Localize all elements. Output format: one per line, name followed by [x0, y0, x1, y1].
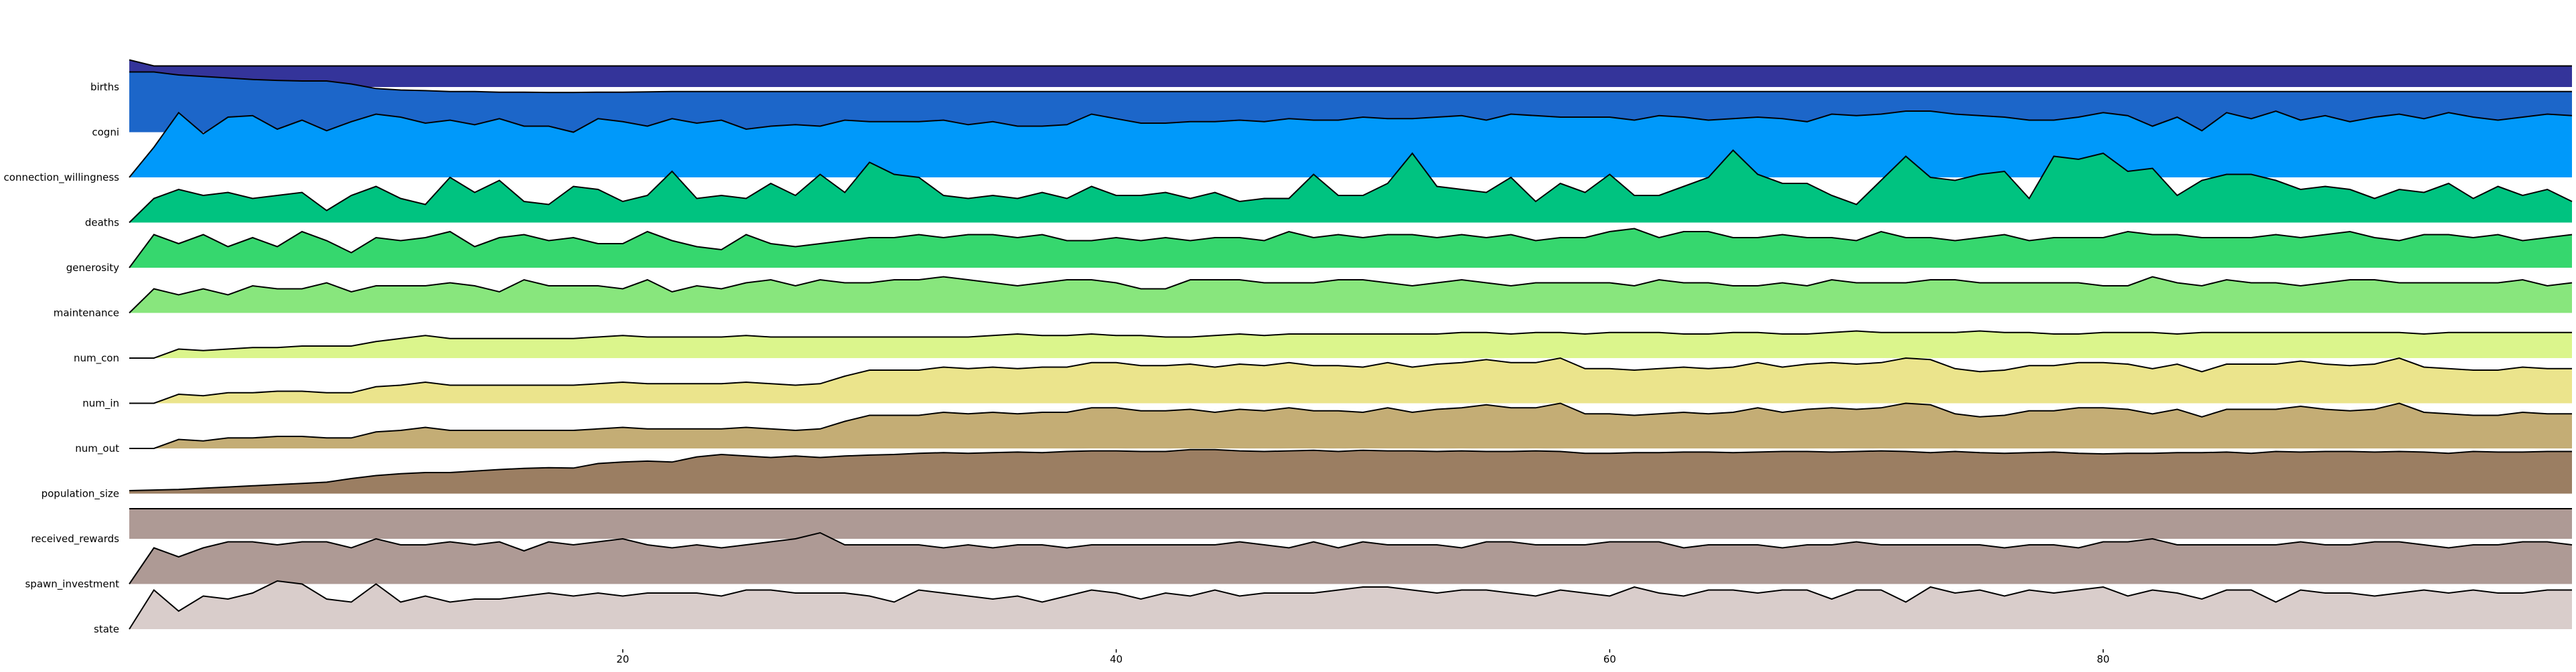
- ridge-line-num-con: [129, 330, 2572, 359]
- row-label-cogni: cogni: [92, 127, 119, 139]
- ridge-line-generosity: [129, 228, 2573, 268]
- ridge-area-num-out: [129, 403, 2572, 448]
- row-label-population-size: population_size: [42, 488, 119, 501]
- row-label-spawn-investment: spawn_investment: [25, 578, 119, 591]
- ridge-line-deaths: [129, 149, 2573, 224]
- row-label-connection-willingness: connection_willingness: [4, 171, 120, 184]
- row-label-num-con: num_con: [74, 352, 119, 365]
- row-label-num-out: num_out: [75, 442, 119, 455]
- ridge-area-spawn-investment: [129, 533, 2572, 584]
- ridge-area-births: [129, 60, 2572, 87]
- ridge-line-maintenance: [129, 276, 2573, 314]
- x-tick-label-40: 40: [1110, 653, 1123, 665]
- ridge-line-cogni: [129, 71, 2572, 94]
- x-axis: 20 40 60 80: [616, 649, 2110, 665]
- row-label-state: state: [94, 623, 119, 635]
- ridge-area-num-con: [129, 331, 2572, 358]
- ridge-line-spawn-investment: [129, 531, 2573, 585]
- ridge-area-generosity: [129, 228, 2572, 268]
- ridges-group: [129, 59, 2573, 630]
- row-label-deaths: deaths: [85, 217, 119, 229]
- ridge-area-received-rewards: [129, 509, 2572, 539]
- ridge-area-connection-willingness: [129, 111, 2572, 177]
- x-tick-label-60: 60: [1603, 653, 1616, 665]
- ridge-area-num-in: [129, 358, 2572, 404]
- x-tick-label-20: 20: [616, 653, 629, 665]
- row-label-generosity: generosity: [66, 262, 119, 274]
- ridge-line-population-size: [129, 448, 2572, 491]
- row-label-births: births: [90, 81, 119, 93]
- ridge-area-deaths: [129, 150, 2572, 223]
- row-label-maintenance: maintenance: [54, 307, 119, 319]
- ridge-line-state: [129, 580, 2572, 630]
- ridge-area-state: [129, 581, 2572, 629]
- row-label-received-rewards: received_rewards: [31, 533, 119, 545]
- row-label-num-in: num_in: [82, 398, 119, 410]
- x-tick-label-80: 80: [2097, 653, 2110, 665]
- ridge-line-births: [129, 59, 2572, 67]
- ridge-area-maintenance: [129, 276, 2572, 313]
- ridge-line-num-in: [129, 357, 2572, 404]
- ridge-line-connection-willingness: [129, 110, 2573, 178]
- ridge-area-population-size: [129, 449, 2572, 494]
- ridge-line-num-out: [129, 402, 2572, 449]
